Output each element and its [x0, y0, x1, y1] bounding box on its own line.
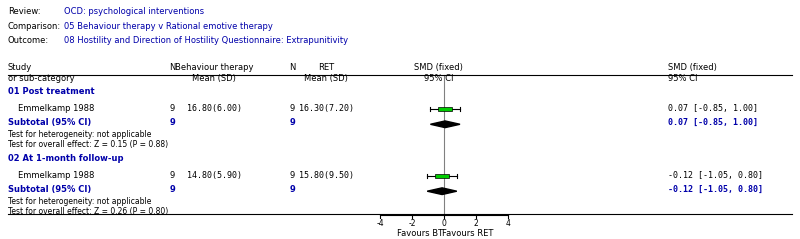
Text: Emmelkamp 1988: Emmelkamp 1988 [18, 171, 94, 180]
Text: 9: 9 [169, 185, 175, 194]
Text: 16.80(6.00): 16.80(6.00) [187, 104, 242, 113]
Text: Emmelkamp 1988: Emmelkamp 1988 [18, 104, 94, 113]
Text: 05 Behaviour therapy v Rational emotive therapy: 05 Behaviour therapy v Rational emotive … [64, 22, 273, 31]
Text: 14.80(5.90): 14.80(5.90) [187, 171, 242, 180]
Text: Test for overall effect: Z = 0.26 (P = 0.80): Test for overall effect: Z = 0.26 (P = 0… [8, 207, 168, 216]
Text: 2: 2 [474, 219, 478, 228]
Text: Subtotal (95% CI): Subtotal (95% CI) [8, 185, 91, 194]
Text: Favours BT: Favours BT [397, 229, 443, 238]
Text: Comparison:: Comparison: [8, 22, 61, 31]
Text: 0.07 [-0.85, 1.00]: 0.07 [-0.85, 1.00] [668, 118, 758, 127]
Text: Favours RET: Favours RET [442, 229, 494, 238]
Text: 9: 9 [290, 171, 294, 180]
Text: SMD (fixed)
95% CI: SMD (fixed) 95% CI [668, 63, 717, 83]
Text: Review:: Review: [8, 7, 41, 16]
Text: 0.07 [-0.85, 1.00]: 0.07 [-0.85, 1.00] [668, 104, 758, 113]
Text: Test for heterogeneity: not applicable: Test for heterogeneity: not applicable [8, 197, 151, 206]
Text: -4: -4 [376, 219, 384, 228]
Text: 9: 9 [289, 118, 295, 127]
Text: 15.80(9.50): 15.80(9.50) [299, 171, 354, 180]
Text: 9: 9 [289, 185, 295, 194]
Text: N: N [289, 63, 295, 72]
Text: 9: 9 [170, 104, 174, 113]
Text: RET
Mean (SD): RET Mean (SD) [305, 63, 348, 83]
Text: 9: 9 [290, 104, 294, 113]
Text: 9: 9 [170, 171, 174, 180]
Text: -0.12 [-1.05, 0.80]: -0.12 [-1.05, 0.80] [668, 171, 763, 180]
Text: -2: -2 [408, 219, 416, 228]
Text: Subtotal (95% CI): Subtotal (95% CI) [8, 118, 91, 127]
Text: 16.30(7.20): 16.30(7.20) [299, 104, 354, 113]
Text: Test for overall effect: Z = 0.15 (P = 0.88): Test for overall effect: Z = 0.15 (P = 0… [8, 140, 168, 149]
Text: 02 At 1-month follow-up: 02 At 1-month follow-up [8, 154, 123, 163]
Text: N: N [169, 63, 175, 72]
Text: 0: 0 [442, 219, 446, 228]
Text: OCD: psychological interventions: OCD: psychological interventions [64, 7, 204, 16]
Text: Behaviour therapy
Mean (SD): Behaviour therapy Mean (SD) [175, 63, 254, 83]
Text: Outcome:: Outcome: [8, 36, 49, 45]
Text: 01 Post treatment: 01 Post treatment [8, 87, 94, 96]
Text: Test for heterogeneity: not applicable: Test for heterogeneity: not applicable [8, 130, 151, 139]
Text: 4: 4 [506, 219, 510, 228]
Text: 08 Hostility and Direction of Hostility Questionnaire: Extrapunitivity: 08 Hostility and Direction of Hostility … [64, 36, 348, 45]
Text: SMD (fixed)
95% CI: SMD (fixed) 95% CI [414, 63, 463, 83]
Text: 9: 9 [169, 118, 175, 127]
Text: Study
or sub-category: Study or sub-category [8, 63, 74, 83]
Text: -0.12 [-1.05, 0.80]: -0.12 [-1.05, 0.80] [668, 185, 763, 194]
